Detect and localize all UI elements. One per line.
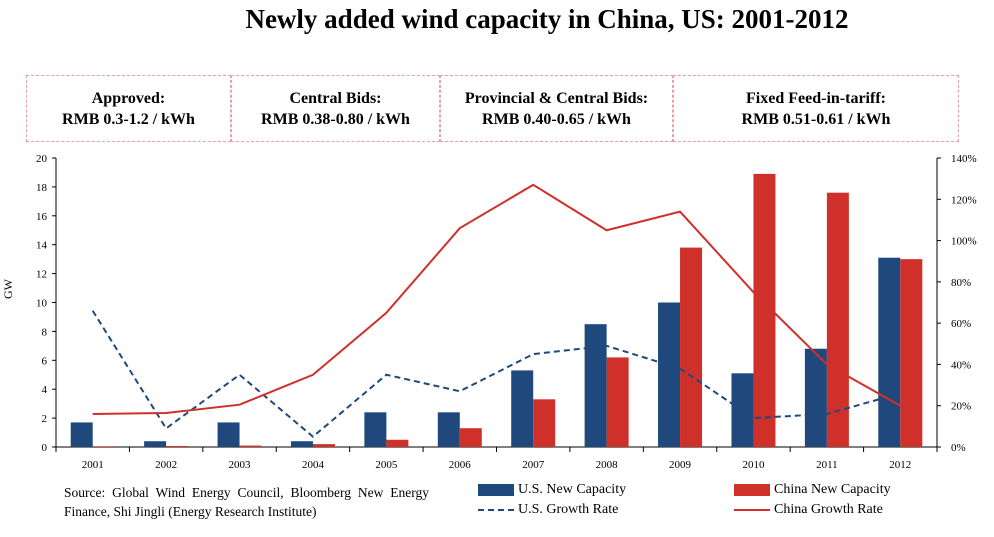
legend-label: U.S. New Capacity [518,482,627,497]
legend-label: U.S. Growth Rate [518,502,619,517]
legend-swatch-china-line [734,509,770,511]
legend-swatch-us-line [478,509,514,511]
bar-us-new-capacity [511,370,534,447]
bar-china-new-capacity [386,439,409,447]
x-tick-label: 2005 [375,459,398,471]
x-tick-label: 2011 [816,459,838,471]
bar-china-new-capacity [753,173,776,447]
y-axis-label: GW [1,278,15,299]
policy-box-central-bids: Central Bids: RMB 0.38-0.80 / kWh [231,75,440,142]
line-china-growth-rate [92,183,901,415]
y-tick-label: 10 [36,298,48,310]
y-tick-label: 4 [42,384,48,396]
y2-tick-label: 40% [951,359,971,371]
policy-box-heading: Fixed Feed-in-tariff: [746,89,886,107]
bar-us-new-capacity [364,412,387,447]
x-tick-label: 2007 [522,459,545,471]
bar-china-new-capacity [606,357,629,447]
policy-box-fixed-feed-in-tariff: Fixed Feed-in-tariff: RMB 0.51-0.61 / kW… [673,75,959,142]
y2-tick-label: 60% [951,318,971,330]
policy-box-tariff: RMB 0.51-0.61 / kWh [741,110,891,128]
x-tick-label: 2012 [889,459,911,471]
source-note: Source: Global Wind Energy Council, Bloo… [64,485,429,519]
policy-box-heading: Provincial & Central Bids: [464,89,649,107]
chart-tick-labels: 0 2 4 6 8 10 12 14 16 18 20 0% 20% 40% 60% 80% 100% 120% 1… [1,153,977,471]
policy-box-provincial-central-bids: Provincial & Central Bids: RMB 0.40-0.65… [440,75,673,142]
y2-tick-label: 120% [951,194,977,206]
x-tick-label: 2002 [155,459,177,471]
x-tick-label: 2008 [596,459,619,471]
bar-china-new-capacity [680,247,703,447]
bar-china-new-capacity [826,192,849,447]
legend-label: China New Capacity [774,482,891,497]
bar-china-new-capacity [312,444,335,447]
y2-tick-label: 0% [951,442,966,454]
legend-label: China Growth Rate [774,502,883,517]
bar-us-new-capacity [217,422,240,447]
legend-us-new-capacity: U.S. New Capacity [478,482,626,498]
bar-us-new-capacity [290,441,313,447]
chart-bars [70,173,923,447]
chart-axes [52,157,941,452]
x-tick-label: 2006 [449,459,472,471]
x-tick-label: 2001 [82,459,104,471]
legend-us-growth-rate: U.S. Growth Rate [478,502,618,518]
policy-box-tariff: RMB 0.38-0.80 / kWh [261,110,410,128]
bar-china-new-capacity [92,446,115,447]
policy-box-tariff: RMB 0.3-1.2 / kWh [62,110,195,128]
bar-us-new-capacity [658,302,681,447]
y2-tick-label: 80% [951,277,971,289]
x-tick-label: 2010 [742,459,765,471]
y2-tick-label: 20% [951,401,971,413]
y-tick-label: 18 [36,182,48,194]
y-tick-label: 12 [36,269,47,281]
policy-box-tariff: RMB 0.40-0.65 / kWh [482,110,631,128]
bar-china-new-capacity [459,428,482,447]
policy-box-heading: Central Bids: [289,89,382,107]
bar-us-new-capacity [70,422,93,447]
legend-swatch-us-bar [478,484,514,496]
bar-us-new-capacity [804,348,827,447]
y-tick-label: 8 [42,326,48,338]
x-tick-label: 2003 [229,459,252,471]
y-tick-label: 16 [36,211,48,223]
y-tick-label: 0 [42,442,48,454]
legend-china-growth-rate: China Growth Rate [734,502,883,518]
bar-china-new-capacity [533,399,556,447]
policy-box-heading: Approved: [91,89,166,107]
bar-us-new-capacity [437,412,460,447]
x-tick-label: 2004 [302,459,325,471]
bar-china-new-capacity [239,445,262,447]
chart-lines [91,183,901,438]
bar-us-new-capacity [878,257,901,447]
y-tick-label: 6 [42,355,48,367]
bar-china-new-capacity [900,259,923,447]
x-tick-label: 2009 [669,459,692,471]
bar-us-new-capacity [144,441,167,447]
policy-box-approved: Approved: RMB 0.3-1.2 / kWh [26,75,231,142]
bar-china-new-capacity [166,445,189,447]
line-us-growth-rate [91,310,901,438]
y-tick-label: 20 [36,153,48,165]
y-tick-label: 14 [36,240,48,252]
bar-us-new-capacity [584,324,607,447]
chart-title: Newly added wind capacity in China, US: … [245,4,849,34]
legend-china-new-capacity: China New Capacity [734,482,891,498]
y2-tick-label: 140% [951,153,977,165]
y2-tick-label: 100% [951,236,977,248]
y-tick-label: 2 [42,413,48,425]
legend-swatch-china-bar [734,484,770,496]
